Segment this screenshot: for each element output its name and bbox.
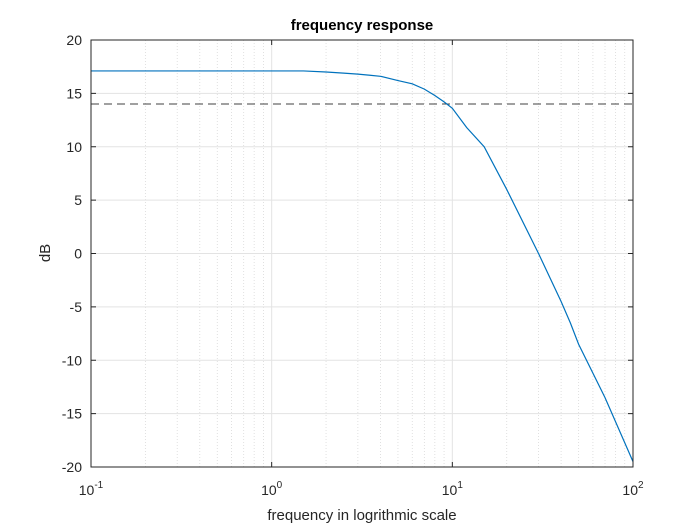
y-tick-label: 0 — [74, 246, 82, 262]
chart-title: frequency response — [291, 17, 434, 34]
x-tick-label: 100 — [261, 480, 283, 498]
tick-marks — [90, 39, 634, 468]
y-tick-label: 10 — [66, 139, 82, 155]
y-axis-label: dB — [37, 244, 54, 262]
y-tick-label: -20 — [62, 459, 82, 475]
x-axis-label: frequency in logrithmic scale — [267, 507, 456, 524]
x-tick-label: 101 — [442, 480, 464, 498]
x-tick-label: 102 — [622, 480, 644, 498]
y-tick-label: 5 — [74, 192, 82, 208]
y-tick-labels: 20 15 10 5 0 -5 -10 -15 -20 — [62, 32, 82, 475]
y-tick-label: 20 — [66, 32, 82, 48]
y-tick-label: -15 — [62, 406, 82, 422]
x-tick-labels: 10-1 100 101 102 — [79, 480, 644, 498]
y-tick-label: -5 — [70, 299, 83, 315]
y-tick-label: 15 — [66, 85, 82, 101]
y-tick-label: -10 — [62, 352, 82, 368]
series-line — [91, 70, 634, 462]
x-tick-label: 10-1 — [79, 480, 104, 498]
